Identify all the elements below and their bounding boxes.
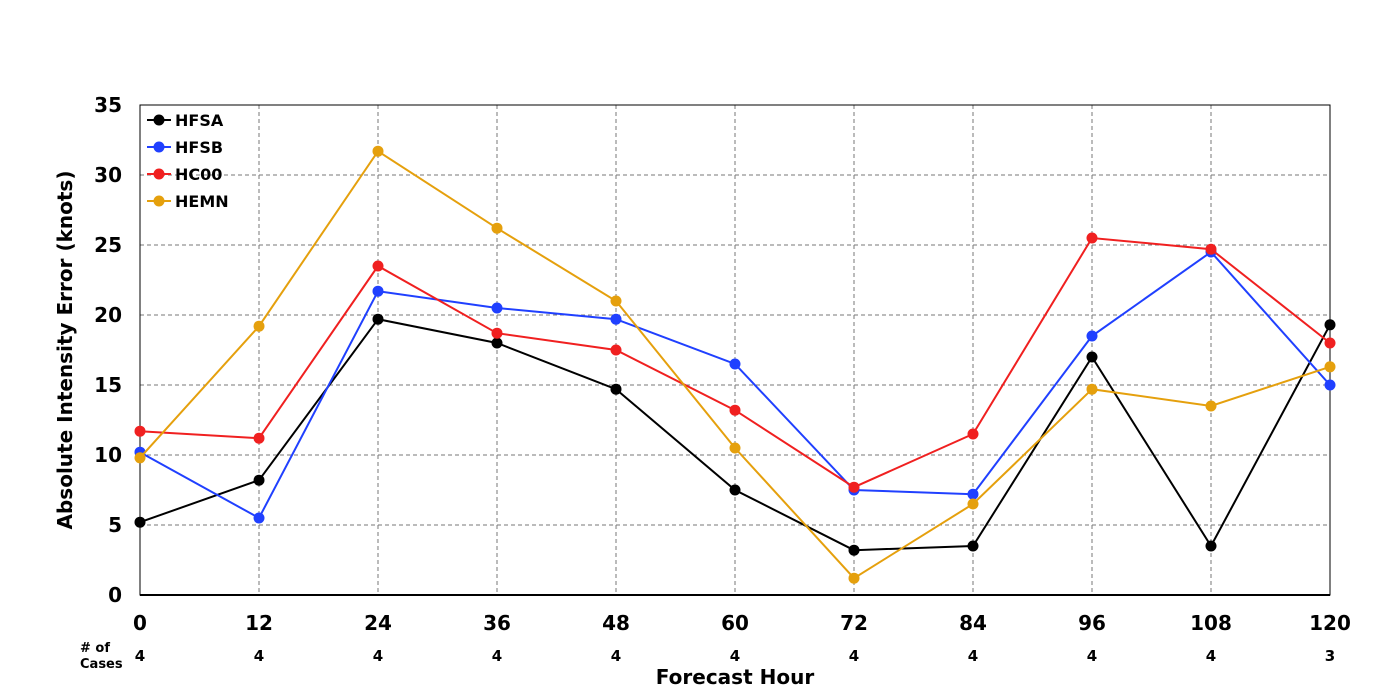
cases-value: 4	[968, 647, 978, 665]
data-point	[491, 302, 503, 314]
cases-label-line1: # of	[80, 641, 110, 656]
legend-swatch-marker	[153, 168, 165, 180]
y-axis-title: Absolute Intensity Error (knots)	[53, 171, 77, 530]
data-point	[253, 320, 265, 332]
x-axis-title: Forecast Hour	[656, 665, 815, 689]
cases-value: 3	[1325, 647, 1335, 665]
x-tick-label: 24	[364, 611, 392, 635]
data-point	[729, 442, 741, 454]
data-point	[967, 488, 979, 500]
data-point	[1205, 400, 1217, 412]
series-hc00	[134, 232, 1336, 493]
legend-label: HFSB	[175, 138, 223, 157]
cases-value: 4	[254, 647, 264, 665]
data-point	[253, 474, 265, 486]
y-tick-label: 15	[94, 373, 122, 397]
data-point	[848, 481, 860, 493]
x-tick-label: 36	[483, 611, 511, 635]
data-point	[491, 327, 503, 339]
series-hfsb	[134, 246, 1336, 524]
legend-swatch-marker	[153, 114, 165, 126]
data-point	[610, 313, 622, 325]
y-tick-label: 35	[94, 93, 122, 117]
cases-value: 4	[1087, 647, 1097, 665]
series-hfsa	[134, 313, 1336, 556]
data-point	[134, 425, 146, 437]
y-tick-label: 5	[108, 513, 122, 537]
legend-label: HFSA	[175, 111, 224, 130]
data-point	[1086, 232, 1098, 244]
x-tick-label: 72	[840, 611, 868, 635]
x-tick-label: 60	[721, 611, 749, 635]
data-point	[1205, 540, 1217, 552]
x-tick-label: 108	[1190, 611, 1232, 635]
data-point	[610, 383, 622, 395]
data-point	[1205, 243, 1217, 255]
data-point	[1324, 319, 1336, 331]
cases-value: 4	[135, 647, 145, 665]
data-point	[491, 337, 503, 349]
data-point	[134, 452, 146, 464]
legend-item-hfsa: HFSA	[147, 111, 224, 130]
cases-value: 4	[1206, 647, 1216, 665]
data-point	[848, 544, 860, 556]
series-layer	[134, 145, 1336, 584]
data-point	[967, 498, 979, 510]
data-point	[372, 145, 384, 157]
cases-row: # of Cases 4 4 4 4 4 4 4 4 4 4 3	[80, 641, 1335, 672]
data-point	[1086, 330, 1098, 342]
y-tick-label: 10	[94, 443, 122, 467]
y-tick-label: 20	[94, 303, 122, 327]
data-point	[253, 512, 265, 524]
data-point	[491, 222, 503, 234]
legend-item-hfsb: HFSB	[147, 138, 223, 157]
x-tick-label: 48	[602, 611, 630, 635]
cases-value: 4	[611, 647, 621, 665]
data-point	[372, 313, 384, 325]
data-point	[610, 295, 622, 307]
x-tick-label: 96	[1078, 611, 1106, 635]
plot-frame	[139, 104, 1331, 596]
x-axis-ticks: 0 12 24 36 48 60 72 84 96 108 120	[133, 611, 1351, 635]
cases-value: 4	[849, 647, 859, 665]
y-tick-label: 0	[108, 583, 122, 607]
cases-value: 4	[373, 647, 383, 665]
legend-swatch-marker	[153, 141, 165, 153]
data-point	[134, 516, 146, 528]
data-point	[372, 285, 384, 297]
x-tick-label: 120	[1309, 611, 1351, 635]
legend-item-hc00: HC00	[147, 165, 222, 184]
data-point	[1324, 379, 1336, 391]
data-point	[372, 260, 384, 272]
data-point	[729, 358, 741, 370]
x-tick-label: 84	[959, 611, 987, 635]
y-axis-ticks: 0 5 10 15 20 25 30 35	[94, 93, 122, 607]
cases-value: 4	[730, 647, 740, 665]
legend-item-hemn: HEMN	[147, 192, 229, 211]
grid	[140, 105, 1330, 596]
data-point	[1324, 337, 1336, 349]
legend-swatch-marker	[153, 195, 165, 207]
y-tick-label: 25	[94, 233, 122, 257]
cases-value: 4	[492, 647, 502, 665]
data-point	[967, 540, 979, 552]
legend: HFSA HFSB HC00 HEMN	[147, 111, 229, 211]
data-point	[848, 572, 860, 584]
data-point	[967, 428, 979, 440]
x-tick-label: 0	[133, 611, 147, 635]
data-point	[729, 484, 741, 496]
cases-label-line2: Cases	[80, 657, 123, 672]
data-point	[1324, 361, 1336, 373]
data-point	[610, 344, 622, 356]
legend-label: HC00	[175, 165, 222, 184]
x-tick-label: 12	[245, 611, 273, 635]
legend-label: HEMN	[175, 192, 229, 211]
data-point	[1086, 351, 1098, 363]
series-hemn	[134, 145, 1336, 584]
data-point	[253, 432, 265, 444]
data-point	[729, 404, 741, 416]
y-tick-label: 30	[94, 163, 122, 187]
data-point	[1086, 383, 1098, 395]
